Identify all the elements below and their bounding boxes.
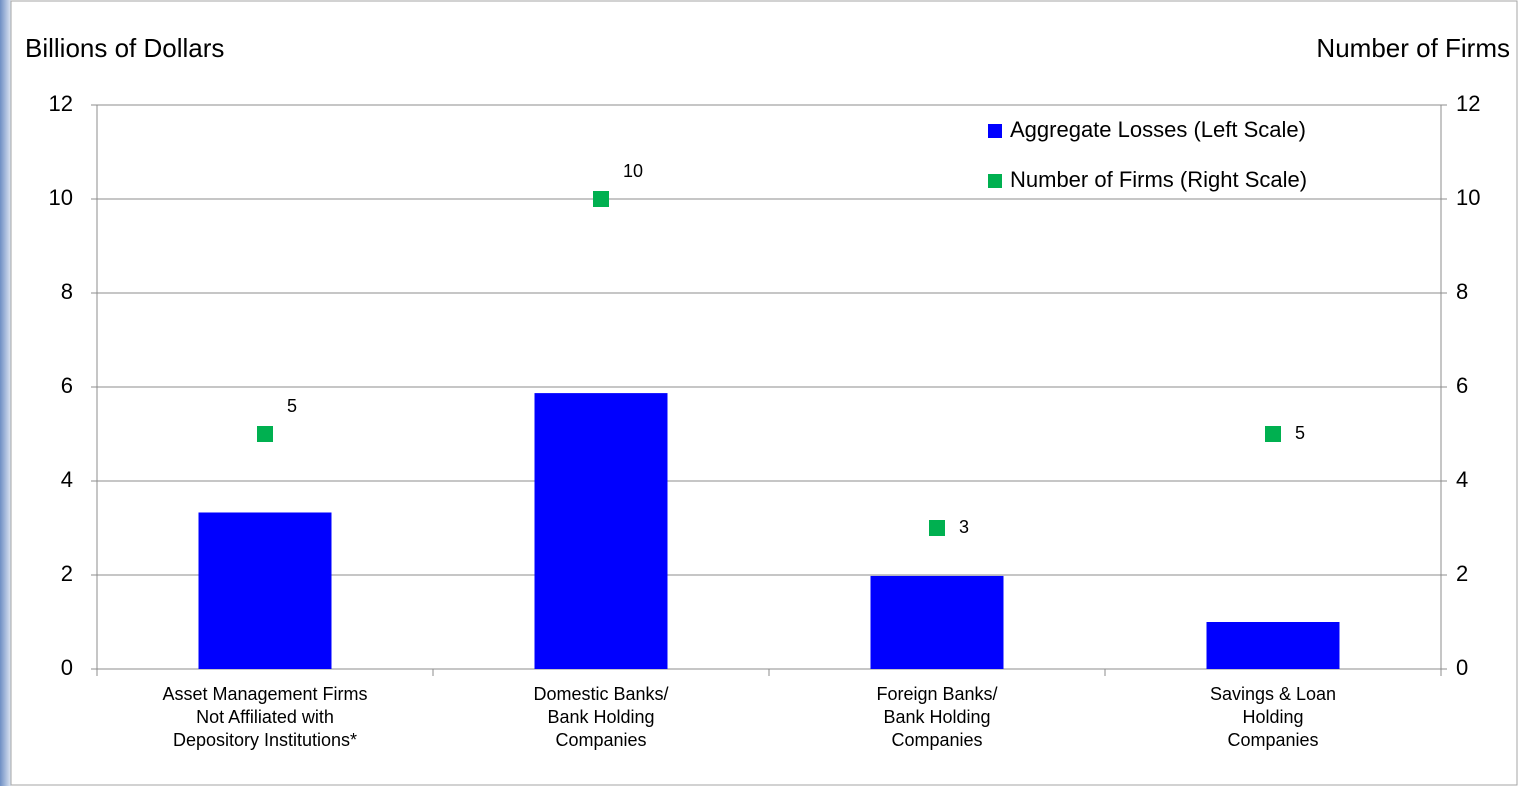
bar bbox=[1206, 622, 1340, 669]
x-tick-label: Domestic Banks/ Bank Holding Companies bbox=[533, 684, 669, 750]
data-label: 10 bbox=[623, 161, 643, 181]
bar bbox=[198, 512, 332, 669]
y2-tick-label: 10 bbox=[1456, 185, 1480, 210]
y-tick-label: 6 bbox=[61, 373, 73, 398]
bar bbox=[534, 393, 668, 669]
data-label: 5 bbox=[287, 396, 297, 416]
y-tick-label: 4 bbox=[61, 467, 73, 492]
x-tick-label: Asset Management Firms Not Affiliated wi… bbox=[162, 684, 368, 750]
y2-axis-title: Number of Firms bbox=[1316, 33, 1510, 63]
legend-label: Aggregate Losses (Left Scale) bbox=[1010, 117, 1306, 142]
marker bbox=[257, 426, 273, 442]
edge-strip bbox=[0, 0, 11, 786]
y2-tick-label: 12 bbox=[1456, 91, 1480, 116]
marker bbox=[593, 191, 609, 207]
y-tick-label: 8 bbox=[61, 279, 73, 304]
y2-tick-label: 6 bbox=[1456, 373, 1468, 398]
y2-tick-label: 2 bbox=[1456, 561, 1468, 586]
bar bbox=[870, 575, 1004, 669]
x-tick-label: Foreign Banks/ Bank Holding Companies bbox=[876, 684, 998, 750]
marker bbox=[929, 520, 945, 536]
legend-swatch bbox=[988, 174, 1002, 188]
y-tick-label: 0 bbox=[61, 655, 73, 680]
data-label: 5 bbox=[1295, 423, 1305, 443]
x-tick-label: Savings & Loan Holding Companies bbox=[1209, 684, 1337, 750]
marker bbox=[1265, 426, 1281, 442]
data-label: 3 bbox=[959, 517, 969, 537]
y-axis-title: Billions of Dollars bbox=[25, 33, 224, 63]
y-tick-label: 2 bbox=[61, 561, 73, 586]
y-tick-label: 12 bbox=[49, 91, 73, 116]
y2-tick-label: 4 bbox=[1456, 467, 1468, 492]
legend-swatch bbox=[988, 124, 1002, 138]
y2-tick-label: 8 bbox=[1456, 279, 1468, 304]
y2-tick-label: 0 bbox=[1456, 655, 1468, 680]
y-tick-label: 10 bbox=[49, 185, 73, 210]
legend-label: Number of Firms (Right Scale) bbox=[1010, 167, 1307, 192]
